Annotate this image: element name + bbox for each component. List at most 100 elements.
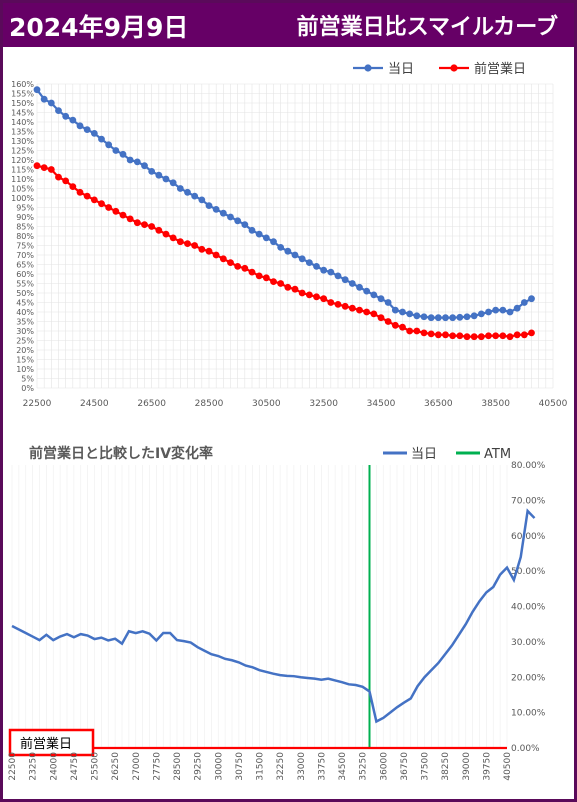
data-point [449,332,457,340]
data-point [499,332,507,340]
iv-change-chart: 0.00% 10.00% 20.00% 30.00% 40.00% 50.00% 60.00… [8,445,546,781]
x-tick-label: 34500 [338,752,348,781]
data-point [370,291,378,299]
y-tick-label: 20.00% [511,673,546,683]
data-point [205,202,213,210]
data-point [470,312,478,320]
x-tick-label: 33000 [297,752,307,781]
data-point [90,196,98,204]
x-tick-label: 25500 [91,752,101,781]
data-point [40,95,48,103]
y-tick-label: 10.00% [511,709,546,719]
data-point [434,314,442,322]
data-point [456,332,464,340]
data-point [248,226,256,234]
data-point [406,327,414,335]
y-tick-label: 155% [11,90,34,99]
data-point [485,308,492,316]
data-point [126,215,134,223]
x-tick-label: 26500 [137,399,166,409]
x-tick-label: 37500 [421,752,431,781]
data-point [399,308,406,316]
y-tick-label: 145% [11,109,34,118]
data-point [219,255,227,263]
data-point [305,259,313,266]
x-tick-label: 35250 [359,752,369,781]
data-point [334,272,342,280]
x-tick-label: 24500 [80,399,109,409]
data-point [377,314,385,322]
data-point [348,304,356,312]
data-point [427,330,435,338]
y-tick-label: 65% [16,261,34,270]
data-point [434,331,442,339]
data-point [191,192,199,200]
data-point [141,221,148,229]
data-point [184,188,191,196]
y-tick-label: 100% [11,194,34,203]
data-point [262,274,270,282]
x-tick-label: 30500 [252,399,281,409]
data-point [155,171,163,179]
x-tick-label: 34500 [367,399,396,409]
data-point [62,112,70,120]
y-tick-label: 80.00% [511,461,546,471]
data-point [191,242,199,249]
report-date: 2024年9月9日 [9,13,189,42]
data-point [356,283,363,291]
y-tick-label: 50% [16,289,34,298]
data-point [234,263,242,270]
y-tick-label: 60.00% [511,532,546,542]
x-tick-label: 22500 [8,752,18,781]
data-point [112,147,120,154]
data-point [277,280,285,287]
data-point [270,238,277,246]
annotation-label: 前営業日 [20,736,72,752]
chart-title: 前営業日と比較したIV変化率 [29,445,213,462]
y-tick-label: 60% [16,270,34,279]
data-point [341,302,349,310]
data-point [90,130,98,137]
legend-label: ATM [484,447,511,462]
data-point [528,329,535,337]
y-tick-label: 115% [11,166,34,175]
data-point [47,166,55,173]
data-point [298,255,306,263]
data-point [456,313,464,321]
series-line-today [11,508,536,724]
y-tick-label: 130% [11,137,34,146]
data-point [284,283,292,291]
y-tick-label: 70% [16,251,34,260]
y-tick-label: 40% [16,308,34,317]
y-tick-label: 160% [11,80,34,89]
data-point [442,331,449,339]
data-point [133,219,141,227]
data-point [119,150,127,158]
y-tick-label: 30.00% [511,638,546,648]
y-tick-label: 90% [16,213,34,222]
data-point [176,238,184,246]
data-point [320,295,328,303]
data-point [198,196,206,204]
x-tick-label: 27000 [132,752,142,781]
data-point [506,308,514,316]
data-point [119,211,127,219]
x-tick-label: 32500 [309,399,338,409]
data-point [341,276,349,284]
y-tick-label: 0.00% [511,744,540,754]
data-point [212,251,220,259]
data-point [499,306,507,314]
data-point [277,244,285,251]
y-tick-label: 110% [11,175,34,184]
data-point [162,230,170,238]
y-tick-label: 50.00% [511,567,546,577]
header-bar: 2024年9月9日 前営業日比スマイルカーブ [3,3,574,47]
data-point [427,314,435,322]
data-point [83,192,91,200]
data-point [284,247,292,255]
x-tick-label: 36000 [379,752,389,781]
x-tick-label: 26250 [111,752,121,781]
data-point [291,285,299,293]
data-point [33,86,41,94]
